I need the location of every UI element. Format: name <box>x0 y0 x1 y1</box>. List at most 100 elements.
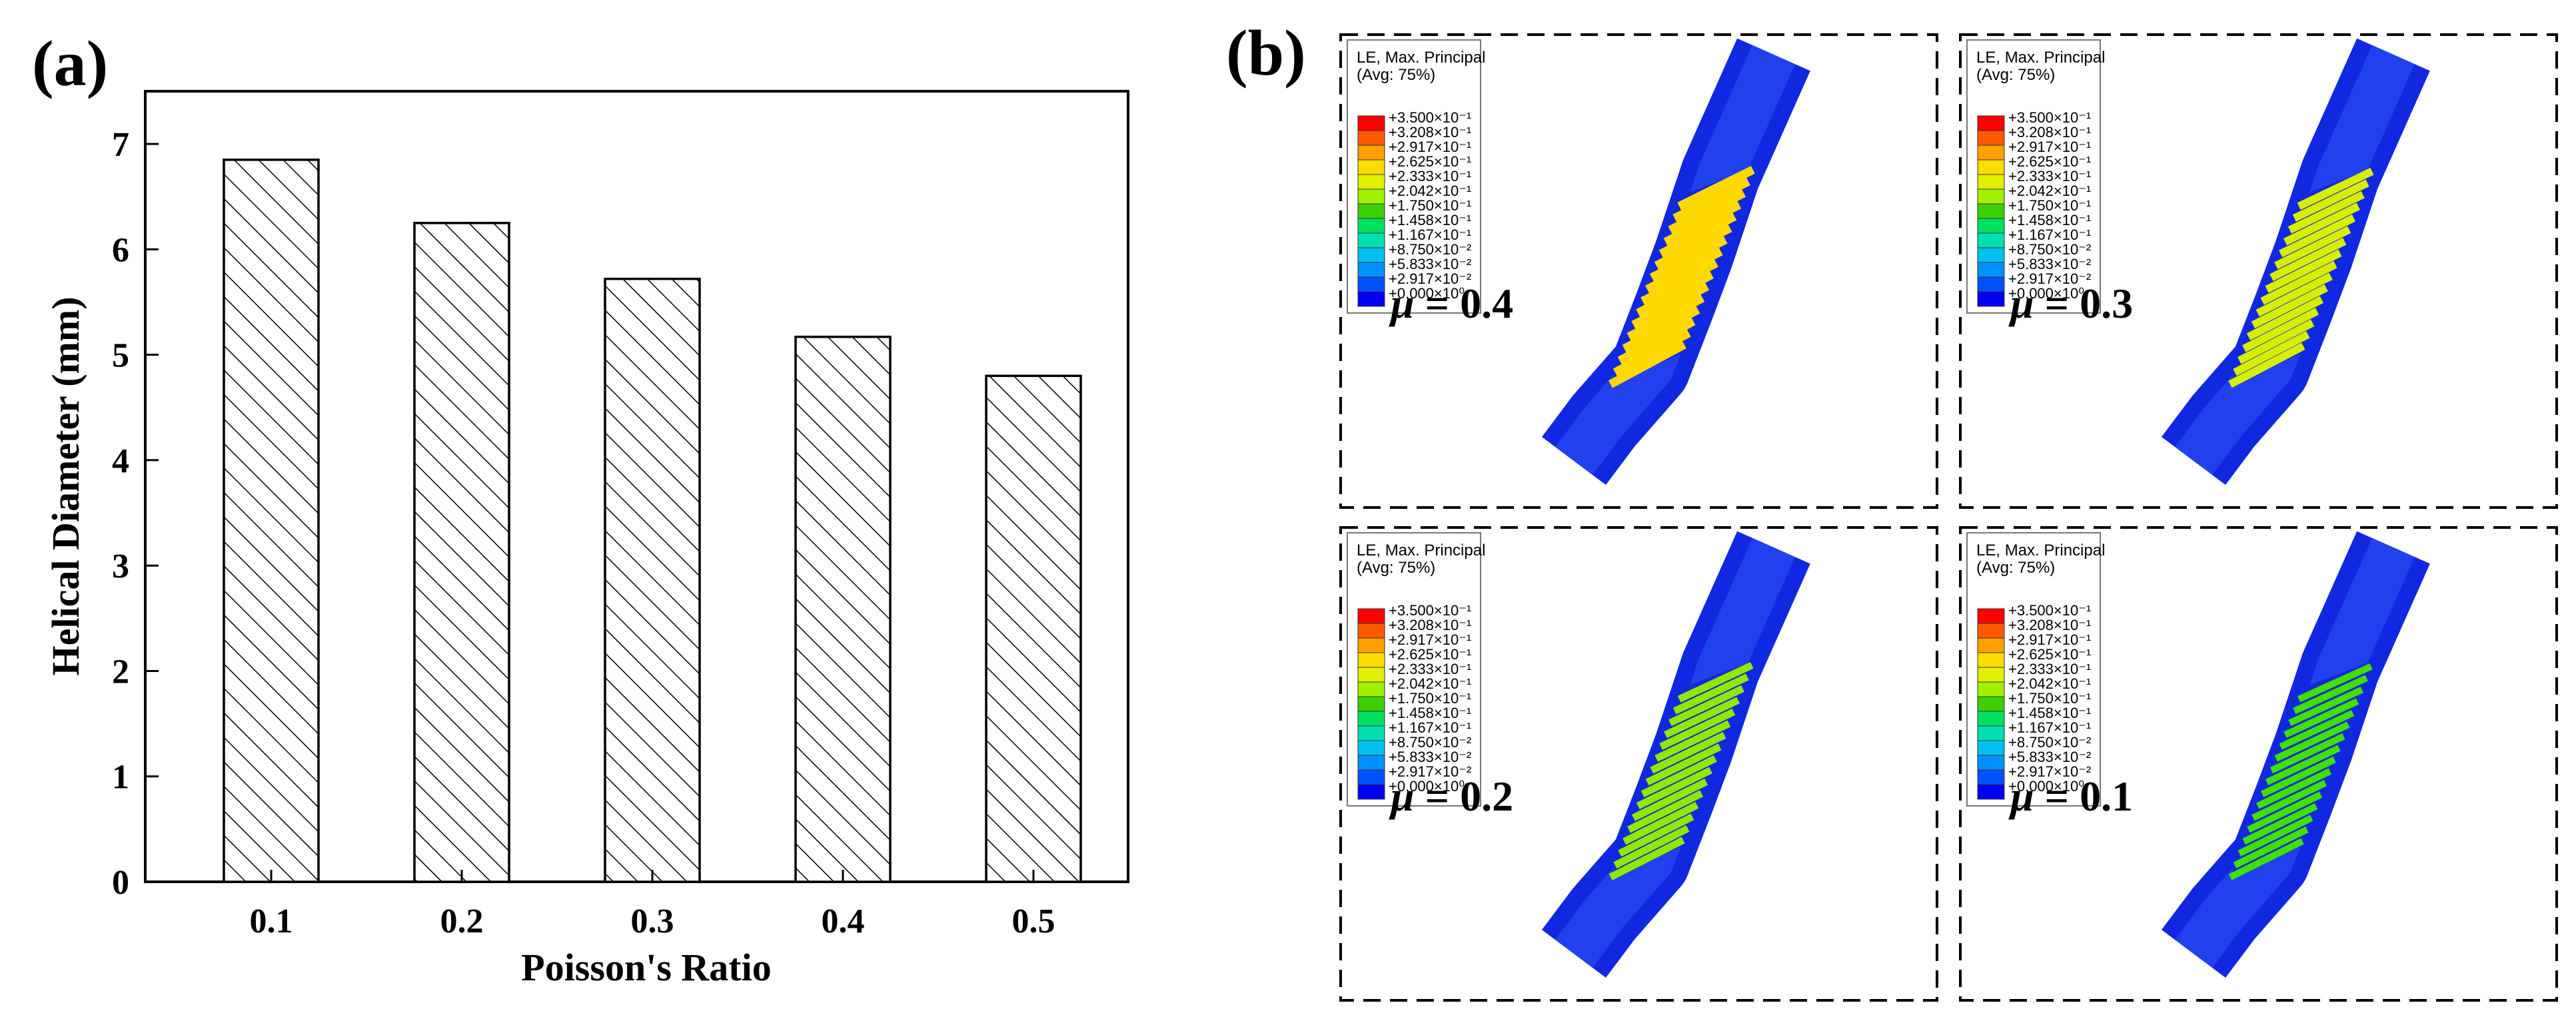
legend-value: +2.917×10⁻¹ <box>1389 139 1471 155</box>
legend-swatch <box>1977 130 2005 146</box>
strain-stripe <box>2293 675 2368 715</box>
legend-swatch <box>1357 291 1385 307</box>
bar-0.4 <box>794 336 892 883</box>
y-tick-label: 4 <box>112 442 129 480</box>
poisson-ratio-label: μ = 0.4 <box>1389 280 1513 327</box>
legend-value: +8.750×10⁻² <box>1389 241 1471 258</box>
bar-0.5 <box>985 374 1082 883</box>
strain-stripe <box>1622 306 1700 353</box>
legend-value: +3.208×10⁻¹ <box>2008 124 2091 141</box>
strain-stripe <box>2228 342 2305 388</box>
legend-value: +1.750×10⁻¹ <box>2008 690 2091 707</box>
poisson-ratio-label: μ = 0.3 <box>2008 280 2133 327</box>
legend-value: +2.042×10⁻¹ <box>1389 182 1471 199</box>
legend-swatch <box>1977 608 2005 624</box>
legend-swatch <box>1977 711 2005 727</box>
legend-value: +1.167×10⁻¹ <box>2008 226 2091 243</box>
simulation-panel-2: LE, Max. Principal(Avg: 75%)+3.500×10⁻¹+… <box>1959 33 2558 509</box>
legend-swatch <box>1357 608 1385 624</box>
simulation-panel-3: LE, Max. Principal(Avg: 75%)+3.500×10⁻¹+… <box>1339 526 1938 1002</box>
legend-swatch <box>1357 276 1385 292</box>
legend-value: +2.333×10⁻¹ <box>1389 661 1471 677</box>
legend-value: +2.333×10⁻¹ <box>1389 168 1471 184</box>
legend-value: +0.000×10⁰ <box>1389 285 1465 302</box>
strain-stripe <box>2246 296 2324 340</box>
strain-stripe <box>1668 685 1744 727</box>
legend-value: +2.625×10⁻¹ <box>1389 646 1471 663</box>
legend-swatch <box>1977 247 2005 263</box>
legend-value: +2.917×10⁻² <box>1389 763 1471 780</box>
strain-stripe <box>1649 236 1728 282</box>
strain-stripe <box>2233 330 2310 376</box>
twisted-section <box>1608 166 1755 388</box>
legend-value: +2.625×10⁻¹ <box>2008 646 2091 663</box>
legend-swatch <box>1977 276 2005 292</box>
strain-stripe <box>1658 212 1737 258</box>
helical-rod <box>1542 38 1810 485</box>
strain-stripe <box>2265 249 2342 293</box>
panel-dashed-border <box>1959 526 2558 1002</box>
legend-value: +8.750×10⁻² <box>2008 241 2091 258</box>
strain-stripe <box>1617 317 1696 365</box>
legend-value: +2.625×10⁻¹ <box>1389 153 1471 170</box>
y-tick-label: 5 <box>112 337 129 375</box>
legend-value: +2.917×10⁻¹ <box>1389 631 1471 648</box>
strain-stripe <box>2238 815 2313 856</box>
x-tick-label: 0.4 <box>822 902 865 940</box>
panel-dashed-border <box>1339 33 1938 509</box>
legend-swatch <box>1977 652 2005 668</box>
poisson-ratio-label: μ = 0.1 <box>2008 773 2133 820</box>
strain-stripe <box>2292 179 2369 222</box>
legend-value: +3.500×10⁻¹ <box>2008 109 2091 126</box>
legend-value: +3.208×10⁻¹ <box>2008 617 2091 633</box>
legend-value: +3.500×10⁻¹ <box>1389 109 1471 126</box>
strain-stripe <box>2287 190 2365 234</box>
legend-swatch <box>1977 159 2005 175</box>
legend-swatch <box>1357 652 1385 668</box>
strain-stripe <box>1627 790 1704 833</box>
strain-stripe <box>2238 319 2315 364</box>
legend-value: +1.458×10⁻¹ <box>2008 705 2091 721</box>
legend-swatch <box>1977 681 2005 697</box>
y-tick-label: 2 <box>112 653 129 691</box>
strain-stripe <box>1631 282 1710 329</box>
y-axis-title: Helical Diameter (mm) <box>44 296 87 675</box>
legend-swatch <box>1357 115 1385 131</box>
strain-stripe <box>1654 224 1732 270</box>
strain-stripe <box>2283 698 2359 738</box>
strain-stripe <box>1650 731 1726 774</box>
legend-value: +0.000×10⁰ <box>1389 778 1465 795</box>
legend-value: +5.833×10⁻² <box>1389 256 1471 272</box>
legend-value: +3.208×10⁻¹ <box>1389 617 1471 633</box>
strain-stripe <box>1618 813 1694 857</box>
strain-stripe <box>2252 780 2327 821</box>
strain-stripe <box>2255 272 2333 317</box>
legend-swatch <box>1357 130 1385 146</box>
legend-swatch <box>1977 784 2005 800</box>
legend-swatch <box>1977 725 2005 741</box>
strain-stripe <box>2279 709 2355 750</box>
legend-subtitle: (Avg: 75%) <box>1357 66 1435 84</box>
legend-swatch <box>1357 769 1385 785</box>
x-tick-label: 0.3 <box>631 902 674 940</box>
panel-dashed-border <box>1339 526 1938 1002</box>
bar-0.3 <box>604 277 701 883</box>
panel-a-label: (a) <box>32 28 108 100</box>
legend-value: +2.042×10⁻¹ <box>2008 182 2091 199</box>
strain-stripe <box>2269 733 2345 774</box>
legend-swatch <box>1357 711 1385 727</box>
strain-stripe <box>1654 720 1731 762</box>
strain-stripe <box>1613 825 1690 869</box>
legend-swatch <box>1357 174 1385 190</box>
strain-stripe <box>2242 307 2319 352</box>
strain-stripe <box>1609 837 1685 880</box>
legend-subtitle: (Avg: 75%) <box>1976 66 2055 84</box>
strain-stripe <box>1640 259 1718 306</box>
strain-stripe <box>2228 838 2304 880</box>
twisted-section <box>2228 661 2373 880</box>
legend-swatch <box>1977 145 2005 161</box>
legend-value: +2.917×10⁻¹ <box>2008 631 2091 648</box>
strain-stripe <box>1636 767 1712 810</box>
simulation-panel-4: LE, Max. Principal(Avg: 75%)+3.500×10⁻¹+… <box>1959 526 2558 1002</box>
y-tick-label: 0 <box>112 864 129 902</box>
